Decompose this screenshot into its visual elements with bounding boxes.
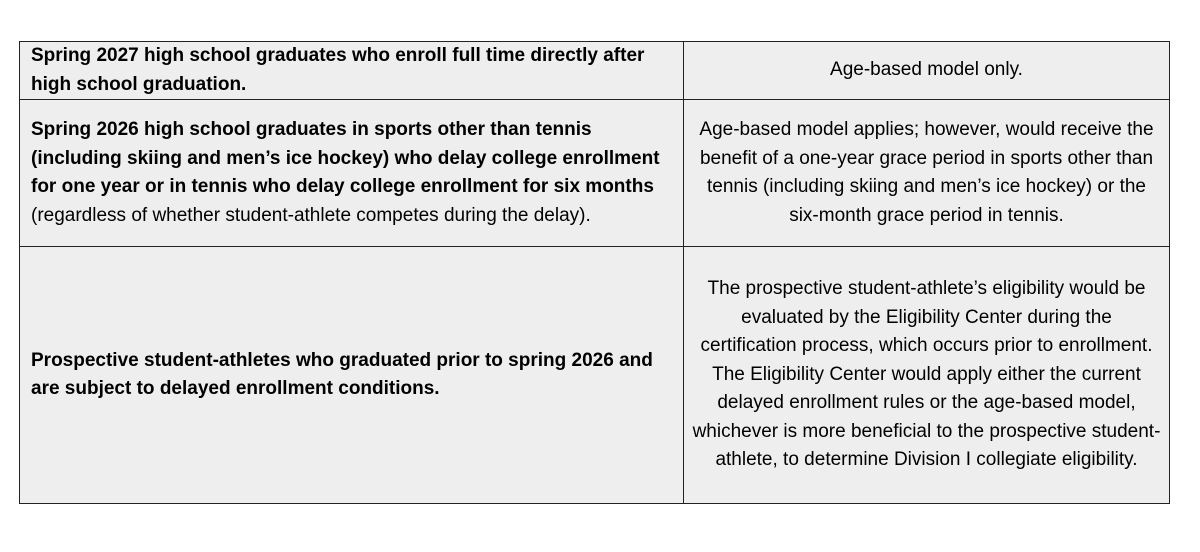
table-row: Spring 2027 high school graduates who en… [19, 41, 1170, 100]
condition-text-regular: (regardless of whether student-athlete c… [31, 204, 591, 226]
eligibility-table: Spring 2027 high school graduates who en… [19, 41, 1170, 504]
table-cell-outcome: The prospective student-athlete’s eligib… [683, 246, 1170, 504]
table-row: Spring 2026 high school graduates in spo… [19, 99, 1170, 247]
outcome-text: The prospective student-athlete’s eligib… [692, 278, 1161, 471]
table-cell-outcome: Age-based model applies; however, would … [683, 99, 1170, 247]
condition-text-bold: Spring 2027 high school graduates who en… [31, 45, 645, 95]
table-cell-condition: Spring 2027 high school graduates who en… [19, 41, 684, 100]
outcome-text: Age-based model applies; however, would … [699, 119, 1154, 226]
outcome-text: Age-based model only. [830, 59, 1023, 81]
table-cell-outcome: Age-based model only. [683, 41, 1170, 100]
condition-text-bold: Spring 2026 high school graduates in spo… [31, 119, 660, 197]
condition-text-bold: Prospective student-athletes who graduat… [31, 349, 653, 400]
table-cell-condition: Prospective student-athletes who graduat… [19, 246, 684, 504]
table-row: Prospective student-athletes who graduat… [19, 246, 1170, 504]
table-cell-condition: Spring 2026 high school graduates in spo… [19, 99, 684, 247]
